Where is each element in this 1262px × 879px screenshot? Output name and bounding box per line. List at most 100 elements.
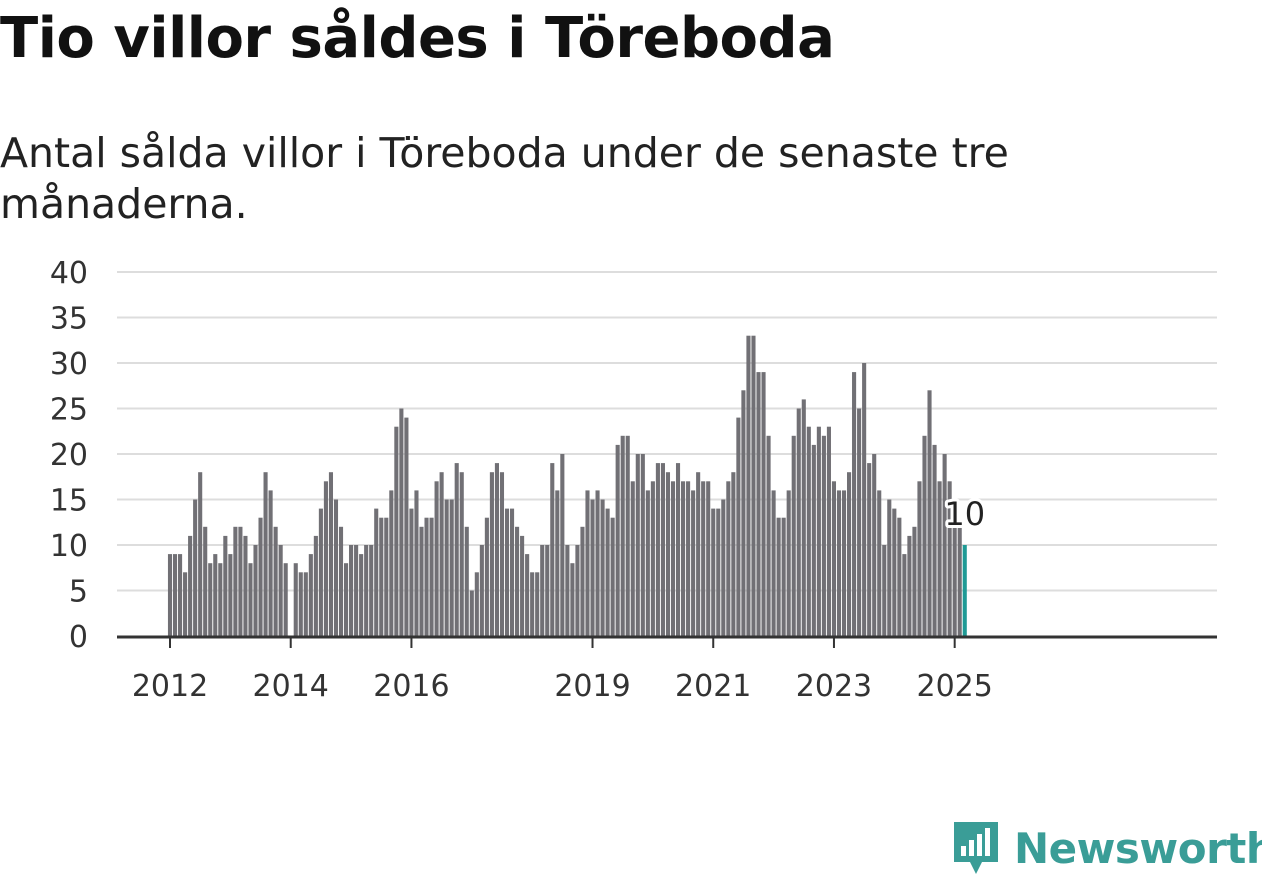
bar	[333, 499, 339, 636]
bar	[535, 572, 540, 636]
bar	[877, 490, 882, 636]
bar	[650, 481, 655, 636]
x-tick-label: 2012	[132, 669, 208, 704]
bar	[937, 481, 942, 636]
bar	[826, 426, 831, 636]
bar	[605, 508, 610, 636]
bar	[298, 572, 303, 636]
bar	[354, 545, 359, 636]
bar	[831, 481, 837, 636]
bar	[741, 390, 746, 636]
bar	[927, 390, 932, 636]
x-axis: 2012 2014 2016 2019 2021 2023 2025	[132, 637, 993, 704]
bar	[570, 563, 575, 636]
bar	[696, 472, 701, 636]
x-tick-label: 2016	[373, 669, 449, 704]
bar	[957, 526, 962, 636]
bar	[193, 499, 198, 636]
bar	[167, 554, 173, 636]
bar	[172, 554, 178, 636]
x-tick-label: 2014	[253, 669, 329, 704]
bar	[474, 572, 479, 636]
bar	[238, 526, 243, 636]
bar	[258, 517, 263, 636]
bar	[313, 535, 318, 636]
bar	[178, 554, 183, 636]
bar	[565, 545, 570, 636]
bar	[640, 454, 645, 636]
bar	[560, 454, 565, 636]
chart-title: Tio villor såldes i Töreboda	[0, 6, 835, 71]
bar	[188, 535, 193, 636]
bar	[530, 572, 535, 636]
bar	[942, 454, 947, 636]
bar	[751, 335, 756, 636]
bar	[459, 472, 464, 636]
bar	[746, 335, 751, 636]
bar	[912, 526, 917, 636]
bar	[248, 563, 253, 636]
bar	[278, 545, 283, 636]
bar	[897, 517, 902, 636]
bar	[761, 372, 766, 636]
bar	[504, 508, 510, 636]
bar	[575, 545, 580, 636]
bar	[635, 454, 640, 636]
bar	[469, 590, 474, 636]
bar	[806, 426, 811, 636]
bar	[811, 444, 816, 636]
bar	[615, 444, 620, 636]
bar	[273, 526, 278, 636]
bar	[374, 508, 379, 636]
bar	[318, 508, 323, 636]
bar	[394, 426, 399, 636]
y-tick-label: 35	[50, 302, 88, 337]
y-tick-label: 0	[69, 620, 88, 655]
bar	[716, 508, 721, 636]
bar	[585, 490, 590, 636]
y-axis: 0 5 10 15 20 25 30 35 40	[50, 256, 88, 655]
x-tick-label: 2023	[796, 669, 872, 704]
bar	[414, 490, 419, 636]
bar	[338, 526, 344, 636]
bars	[167, 335, 967, 636]
bar	[932, 444, 937, 636]
bar	[872, 454, 877, 636]
y-tick-label: 15	[50, 484, 88, 519]
bar	[263, 472, 268, 636]
annotation: 10	[941, 492, 988, 536]
bar-highlighted	[962, 545, 967, 636]
bar	[947, 481, 952, 636]
bar	[404, 417, 409, 636]
bar	[852, 372, 857, 636]
bar	[213, 554, 218, 636]
bar	[731, 472, 736, 636]
bar	[198, 472, 203, 636]
bar	[625, 435, 630, 636]
x-tick-label: 2019	[554, 669, 630, 704]
bar	[917, 481, 922, 636]
bar	[882, 545, 887, 636]
bar	[520, 535, 525, 636]
bar-chart-speech-bubble-icon	[954, 822, 998, 874]
bar	[494, 463, 499, 636]
bar	[756, 372, 761, 636]
bar	[489, 472, 494, 636]
bar	[630, 481, 635, 636]
bar	[499, 472, 505, 636]
bar	[484, 517, 489, 636]
bar	[922, 435, 927, 636]
bar	[223, 535, 228, 636]
y-tick-label: 10	[50, 529, 88, 564]
bar	[344, 563, 349, 636]
bar	[847, 472, 852, 636]
bar	[681, 481, 686, 636]
bar	[590, 499, 595, 636]
bar	[389, 490, 394, 636]
bar	[821, 435, 826, 636]
bar	[660, 463, 665, 636]
bar	[228, 554, 233, 636]
bar	[364, 545, 369, 636]
bar	[595, 490, 600, 636]
bar	[786, 490, 791, 636]
